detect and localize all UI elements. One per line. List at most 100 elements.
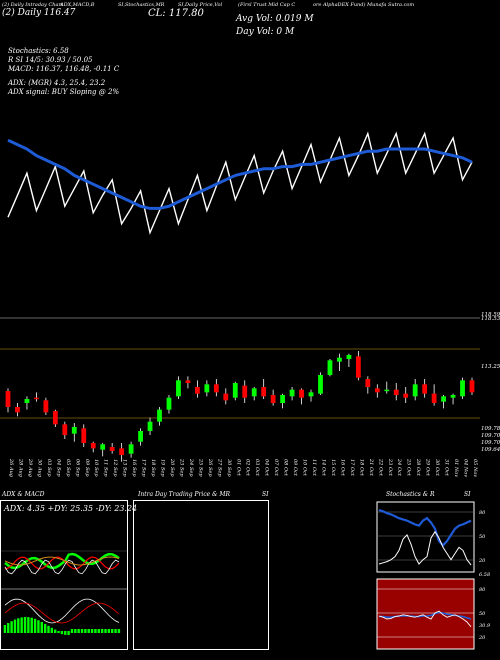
price-trend-line: [7, 131, 473, 235]
stoch-title-b: SI: [464, 491, 471, 498]
header-h6: ore AlphaDEX Fund) Munafa Sutra.com: [313, 2, 415, 8]
date-label: 14 Oct: [320, 459, 326, 477]
candle-body: [166, 397, 172, 410]
date-label: 09 Sep: [84, 459, 90, 477]
rsi-frame: [376, 578, 475, 650]
candle-body: [81, 428, 87, 443]
price-chart: 118.59118.53113.25109.78109.70109.70109.…: [0, 131, 500, 477]
candle-body: [365, 379, 371, 387]
candle-body: [270, 395, 276, 403]
candle-body: [355, 356, 361, 378]
macd-histogram-bar: [50, 627, 54, 633]
rsi-text: R SI 14/5: 30.93 / 50.05: [8, 56, 93, 64]
rsi-line: [378, 610, 472, 628]
macd-histogram-bar: [27, 617, 30, 633]
header-h4: SI,Daily Price,Vol: [178, 2, 223, 8]
date-label: 23 Sep: [178, 458, 184, 477]
date-label: 09 Oct: [292, 459, 298, 477]
stoch-tick: 80: [479, 510, 486, 516]
candle-body: [138, 431, 143, 442]
date-label: 29 Aug: [27, 458, 33, 477]
date-label: 15 Oct: [330, 459, 336, 477]
date-label: 11 Sep: [103, 459, 109, 477]
price-axis-label: 109.70: [481, 433, 500, 439]
candle-body: [223, 393, 229, 401]
date-label: 24 Oct: [396, 458, 402, 477]
adx-text: ADX: (MGR) 4.3, 25.4, 23.2: [8, 79, 106, 87]
rsi-tick: 80: [479, 587, 486, 593]
close-line: CL: 117.80: [148, 8, 204, 19]
stoch-d-line: [378, 509, 472, 548]
macd-histogram-bar: [53, 629, 57, 633]
header-h1: (2) Daily Intraday Chart: [2, 2, 63, 8]
candle-body: [43, 400, 49, 413]
date-label: 17 Sep: [141, 459, 147, 477]
date-label: 23 Oct: [387, 458, 393, 477]
intra-title-b: SI: [262, 491, 269, 498]
candle-body: [384, 389, 390, 392]
macd-histogram-bar: [114, 629, 117, 633]
date-label: 04 Oct: [264, 459, 270, 477]
date-label: 05 Sep: [65, 459, 71, 477]
date-label: 07 Oct: [273, 459, 279, 477]
macd-histogram-bar: [80, 629, 84, 633]
macd-histogram-bar: [117, 629, 121, 633]
date-label: 30 Aug: [36, 459, 42, 477]
date-label: 26 Aug: [8, 458, 14, 477]
candle-body: [327, 360, 333, 375]
date-label: 30 Sep: [226, 459, 232, 477]
candle-body: [24, 399, 30, 403]
date-label: 04 Nov: [463, 459, 469, 477]
date-label: 22 Oct: [377, 458, 383, 477]
candle-body: [109, 447, 115, 451]
candle-body: [346, 355, 352, 359]
macd-histogram-bar: [87, 629, 90, 633]
header-h3: SI,Stochastics,MR: [118, 2, 165, 8]
stoch-tick: 20: [478, 558, 486, 564]
stoch-k-line: [378, 530, 472, 566]
stochastics-text: Stochastics: 6.58: [8, 47, 69, 55]
candle-body: [337, 357, 342, 362]
price-axis-label: 113.25: [481, 364, 500, 370]
candle-body: [460, 380, 465, 397]
macd-histogram-bar: [7, 623, 10, 633]
intra-title-a: Intra Day Trading Price & MR: [138, 491, 231, 498]
macd-histogram-bar: [37, 620, 40, 633]
stoch-frame: [376, 501, 475, 573]
plus-di-line: [4, 552, 120, 570]
date-label: 16 Sep: [131, 459, 137, 477]
macd-histogram-bar: [47, 625, 50, 633]
candle-body: [71, 427, 77, 434]
date-label: 28 Oct: [415, 458, 421, 477]
macd-histogram-bar: [67, 631, 70, 635]
rsi-tick: 20: [478, 635, 486, 641]
date-label: 04 Sep: [55, 459, 61, 477]
stoch-title-a: Stochastics & R: [386, 491, 435, 498]
date-label: 03 Sep: [46, 459, 52, 477]
macd-histogram-bar: [110, 629, 114, 633]
date-label: 18 Sep: [150, 459, 156, 477]
date-label: 25 Oct: [406, 458, 412, 477]
date-label: 02 Oct: [245, 459, 251, 477]
price-axis-label: 118.59: [481, 312, 500, 318]
header-h2: ADX,MACD,B: [60, 2, 95, 8]
candle-body: [403, 393, 409, 398]
candle-body: [100, 444, 106, 450]
adx-macd-title: ADX & MACD: [2, 491, 45, 498]
candle-body: [34, 397, 39, 400]
date-label: 28 Aug: [17, 458, 23, 477]
candle-body: [52, 411, 58, 425]
candle-body: [393, 389, 399, 395]
date-label: 24 Sep: [188, 458, 194, 477]
macd-line: [4, 598, 120, 624]
candle-body: [431, 393, 437, 403]
candle-body: [412, 384, 418, 397]
candle-body: [62, 424, 68, 435]
date-label: 11 Oct: [311, 459, 317, 477]
candle-body: [119, 448, 125, 455]
date-label: 30 Oct: [434, 459, 440, 477]
stoch-tick: 50: [479, 534, 486, 540]
date-label: 20 Sep: [169, 458, 175, 477]
date-label: 25 Sep: [197, 458, 203, 477]
rsi-tick: 50: [479, 611, 486, 617]
